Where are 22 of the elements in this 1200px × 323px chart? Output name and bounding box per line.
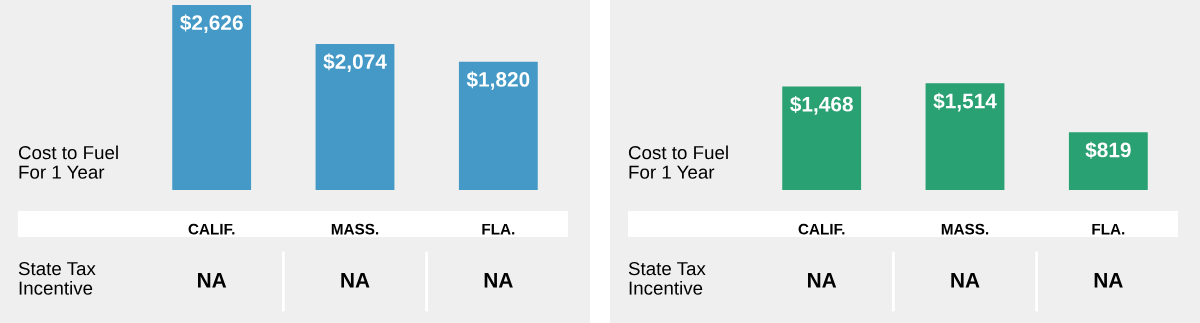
data-label: $1,820 — [466, 71, 530, 90]
y-axis-title: Cost to Fuel For 1 Year — [628, 145, 728, 179]
text: State Tax Incentive — [18, 262, 96, 295]
text: NA — [341, 273, 370, 288]
data-label: $1,514 — [933, 92, 997, 112]
data-label: $2,074 — [323, 53, 387, 72]
x-tick-label: MASS. — [331, 223, 379, 235]
text: NA — [951, 273, 980, 288]
data-label: $819 — [1085, 141, 1131, 159]
data-label: $1,468 — [790, 95, 853, 115]
text: State Tax Incentive — [628, 262, 706, 295]
x-tick-label: FLA. — [482, 223, 515, 235]
x-tick-label: MASS. — [941, 223, 989, 235]
x-tick-label: FLA. — [1092, 223, 1125, 235]
text: NA — [484, 273, 513, 288]
x-tick-label: CALIF. — [188, 223, 235, 235]
text: NA — [1094, 273, 1123, 288]
text: NA — [808, 273, 837, 288]
text: NA — [198, 273, 227, 288]
x-tick-label: CALIF. — [798, 223, 845, 235]
data-label: $2,626 — [180, 14, 243, 34]
y-axis-title: Cost to Fuel For 1 Year — [18, 145, 118, 179]
